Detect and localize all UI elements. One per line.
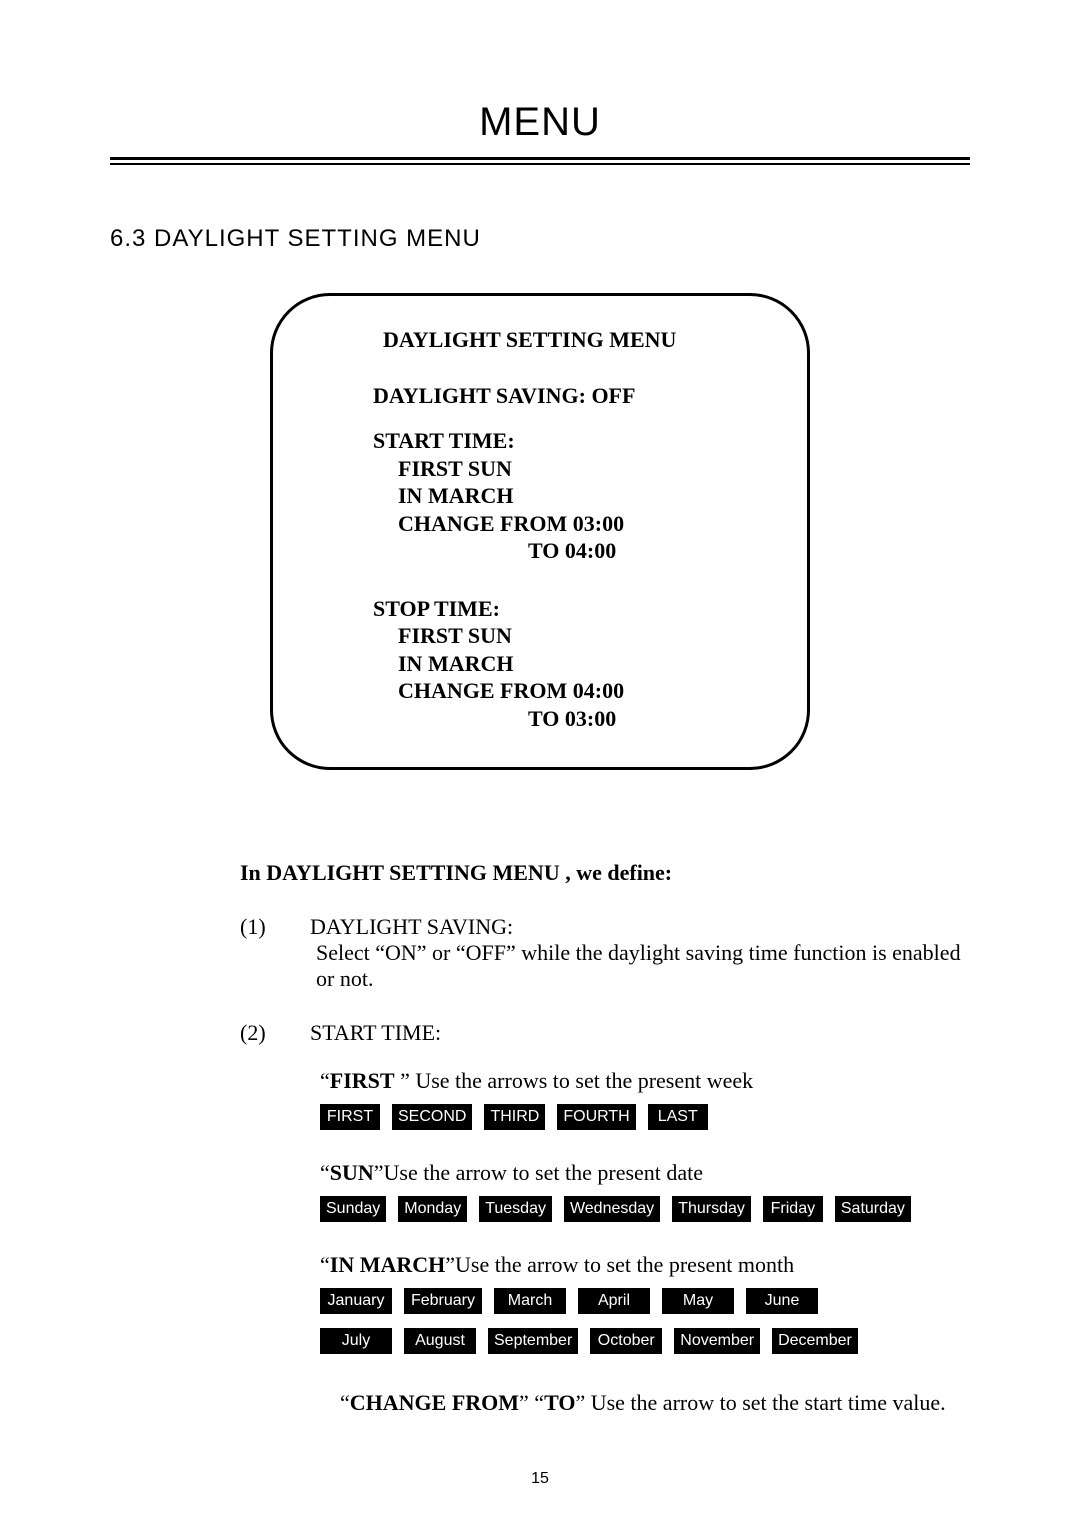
page-title: MENU (110, 100, 970, 145)
definition-body-1: DAYLIGHT SAVING: Select “ON” or “OFF” wh… (310, 914, 970, 992)
header-rule (110, 157, 970, 165)
spacer (273, 409, 807, 427)
change-post: ” Use the arrow to set the start time va… (575, 1390, 945, 1415)
chip-week-first: FIRST (320, 1104, 380, 1130)
quote-text: “ (320, 1252, 330, 1277)
screen-start-month: IN MARCH (273, 482, 807, 510)
sun-bold: SUN (330, 1160, 374, 1185)
chip-week-fourth: FOURTH (557, 1104, 635, 1130)
start-time-details: “FIRST ” Use the arrows to set the prese… (320, 1068, 970, 1416)
definition-desc-1: Select “ON” or “OFF” while the daylight … (316, 940, 970, 992)
chip-week-third: THIRD (484, 1104, 545, 1130)
screen-daylight-line: DAYLIGHT SAVING: OFF (273, 382, 807, 410)
screen-start-week: FIRST SUN (273, 455, 807, 483)
screen-stop-month: IN MARCH (273, 650, 807, 678)
spacer (273, 565, 807, 595)
page-number: 15 (0, 1470, 1080, 1488)
screen-start-to: TO 04:00 (273, 537, 807, 565)
spacer (240, 998, 970, 1020)
chip-month-january: January (320, 1288, 392, 1314)
section-heading: 6.3 DAYLIGHT SETTING MENU (110, 225, 970, 253)
week-chips: FIRST SECOND THIRD FOURTH LAST (320, 1104, 970, 1130)
device-screen-inner: DAYLIGHT SETTING MENU DAYLIGHT SAVING: O… (273, 326, 807, 732)
chip-week-last: LAST (648, 1104, 708, 1130)
screen-stop-to: TO 03:00 (273, 705, 807, 733)
chip-day-thursday: Thursday (672, 1196, 751, 1222)
chip-month-july: July (320, 1328, 392, 1354)
chip-month-february: February (404, 1288, 482, 1314)
chip-month-march: March (494, 1288, 566, 1314)
screen-start-change-from: CHANGE FROM 03:00 (273, 510, 807, 538)
device-screen-wrap: DAYLIGHT SETTING MENU DAYLIGHT SAVING: O… (270, 293, 810, 770)
first-post: ” Use the arrows to set the present week (395, 1068, 754, 1093)
screen-start-label: START TIME: (273, 427, 807, 455)
chip-day-friday: Friday (763, 1196, 823, 1222)
quote-text: “ (320, 1160, 330, 1185)
chip-day-monday: Monday (398, 1196, 467, 1222)
sun-post: ”Use the arrow to set the present date (374, 1160, 703, 1185)
definition-num-1: (1) (240, 914, 310, 992)
screen-title: DAYLIGHT SETTING MENU (273, 326, 807, 354)
month-bold: IN MARCH (330, 1252, 446, 1277)
definition-title-2: START TIME: (310, 1020, 970, 1046)
definition-item-1: (1) DAYLIGHT SAVING: Select “ON” or “OFF… (240, 914, 970, 992)
chip-day-saturday: Saturday (835, 1196, 911, 1222)
chip-month-november: November (674, 1328, 760, 1354)
definitions-block: In DAYLIGHT SETTING MENU , we define: (1… (110, 860, 970, 1416)
chip-month-may: May (662, 1288, 734, 1314)
definition-item-2: (2) START TIME: (240, 1020, 970, 1046)
screen-stop-label: STOP TIME: (273, 595, 807, 623)
change-bold-1: CHANGE FROM (350, 1390, 519, 1415)
first-bold: FIRST (330, 1068, 395, 1093)
chip-month-september: September (488, 1328, 578, 1354)
first-instruction: “FIRST ” Use the arrows to set the prese… (320, 1068, 970, 1094)
page-container: MENU 6.3 DAYLIGHT SETTING MENU DAYLIGHT … (0, 0, 1080, 1528)
definition-title-1: DAYLIGHT SAVING: (310, 914, 970, 940)
quote-text: “ (320, 1068, 330, 1093)
sun-instruction: “SUN”Use the arrow to set the present da… (320, 1160, 970, 1186)
change-bold-2: TO (544, 1390, 575, 1415)
definition-body-2: START TIME: (310, 1020, 970, 1046)
month-chips-row1: January February March April May June (320, 1288, 970, 1314)
quote-text: “ (340, 1390, 350, 1415)
chip-month-april: April (578, 1288, 650, 1314)
change-mid: ” “ (519, 1390, 544, 1415)
chip-day-wednesday: Wednesday (564, 1196, 660, 1222)
month-post: ”Use the arrow to set the present month (445, 1252, 794, 1277)
chip-day-tuesday: Tuesday (479, 1196, 552, 1222)
definition-num-2: (2) (240, 1020, 310, 1046)
chip-month-august: August (404, 1328, 476, 1354)
chip-day-sunday: Sunday (320, 1196, 386, 1222)
chip-month-june: June (746, 1288, 818, 1314)
chip-month-december: December (772, 1328, 858, 1354)
definitions-lead: In DAYLIGHT SETTING MENU , we define: (240, 860, 970, 886)
change-instruction: “CHANGE FROM” “TO” Use the arrow to set … (340, 1390, 970, 1416)
screen-stop-change-from: CHANGE FROM 04:00 (273, 677, 807, 705)
day-chips: Sunday Monday Tuesday Wednesday Thursday… (320, 1196, 970, 1222)
month-chips-row2: July August September October November D… (320, 1328, 970, 1354)
month-instruction: “IN MARCH”Use the arrow to set the prese… (320, 1252, 970, 1278)
device-screen: DAYLIGHT SETTING MENU DAYLIGHT SAVING: O… (270, 293, 810, 770)
screen-stop-week: FIRST SUN (273, 622, 807, 650)
chip-month-october: October (590, 1328, 662, 1354)
chip-week-second: SECOND (392, 1104, 472, 1130)
